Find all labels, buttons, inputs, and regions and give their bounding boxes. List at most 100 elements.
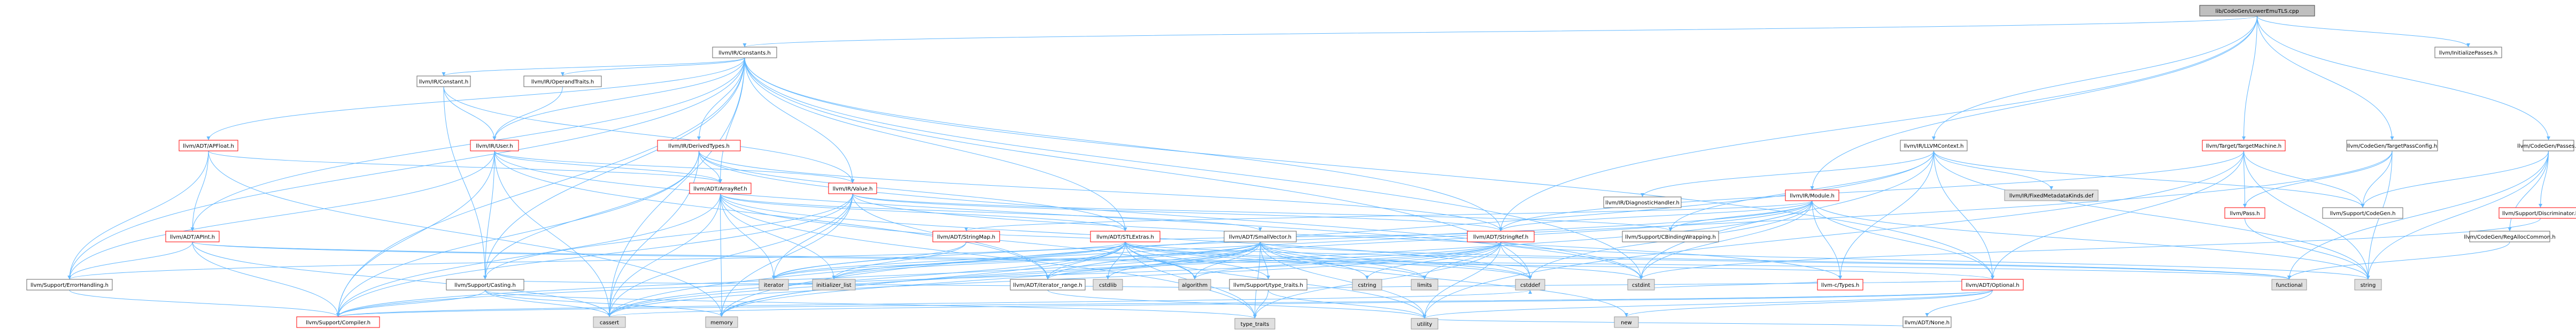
graph-node-derivedtypes[interactable]: llvm/IR/DerivedTypes.h bbox=[657, 140, 741, 151]
edge-optional-to-utility bbox=[1424, 290, 1993, 319]
edge-apint-to-errorhandling bbox=[69, 241, 193, 280]
graph-node-iterrange[interactable]: llvm/ADT/iterator_range.h bbox=[1010, 279, 1086, 291]
graph-node-stringref[interactable]: llvm/ADT/StringRef.h bbox=[1467, 231, 1535, 242]
node-label: llvm/ADT/None.h bbox=[1905, 320, 1950, 326]
graph-node-type_traits[interactable]: type_traits bbox=[1234, 318, 1275, 330]
graph-node-value[interactable]: llvm/IR/Value.h bbox=[828, 182, 877, 194]
graph-node-arrayref[interactable]: llvm/ADT/ArrayRef.h bbox=[689, 182, 752, 194]
graph-node-cgpasses[interactable]: llvm/CodeGen/Passes.h bbox=[2517, 140, 2576, 151]
graph-node-module[interactable]: llvm/IR/Module.h bbox=[1785, 189, 1839, 201]
graph-edges bbox=[67, 16, 2550, 328]
graph-node-cstdlib[interactable]: cstdlib bbox=[1093, 279, 1123, 291]
node-box bbox=[2346, 140, 2438, 151]
edge-tpc-to-pass bbox=[2245, 150, 2393, 208]
node-label: initializer_list bbox=[816, 283, 852, 288]
graph-node-pass[interactable]: llvm/Pass.h bbox=[2224, 207, 2265, 219]
arrowhead-tpc bbox=[2390, 136, 2394, 140]
graph-node-algorithm[interactable]: algorithm bbox=[1178, 279, 1211, 291]
edge-smallvector-to-utility bbox=[1260, 241, 1425, 319]
edge-stringref-to-string bbox=[1500, 241, 2369, 280]
graph-node-apint[interactable]: llvm/ADT/APInt.h bbox=[165, 231, 220, 242]
graph-node-irconstant[interactable]: llvm/IR/Constant.h bbox=[416, 75, 471, 87]
graph-node-cassert[interactable]: cassert bbox=[593, 316, 626, 328]
arrowhead-casting bbox=[483, 276, 487, 279]
edge-optional-to-cassert bbox=[609, 290, 1993, 317]
graph-node-stlextras[interactable]: llvm/ADT/STLExtras.h bbox=[1090, 231, 1161, 242]
arrowhead-errorhandling bbox=[67, 276, 72, 279]
edge-optional-to-new bbox=[1626, 290, 1993, 317]
edge-llvmctx-to-ctypes bbox=[1840, 150, 1934, 280]
graph-node-memory[interactable]: memory bbox=[705, 316, 738, 328]
graph-node-tm[interactable]: llvm/Target/TargetMachine.h bbox=[2202, 140, 2286, 151]
edge-apfloat-to-arrayref bbox=[208, 150, 721, 184]
node-label: functional bbox=[2276, 283, 2303, 288]
graph-node-typetraits[interactable]: llvm/Support/type_traits.h bbox=[1229, 279, 1308, 291]
graph-node-functional[interactable]: functional bbox=[2271, 279, 2307, 291]
graph-node-utility[interactable]: utility bbox=[1411, 318, 1438, 330]
edge-stringmap-to-iterator bbox=[773, 241, 966, 280]
graph-node-iterator[interactable]: iterator bbox=[759, 279, 789, 291]
graph-node-tpc[interactable]: llvm/CodeGen/TargetPassConfig.h bbox=[2346, 140, 2438, 151]
node-box bbox=[1614, 316, 1639, 328]
node-label: llvm/Support/type_traits.h bbox=[1233, 283, 1303, 288]
graph-node-constants[interactable]: llvm/IR/Constants.h bbox=[712, 47, 777, 58]
edge-optional-to-compiler bbox=[338, 290, 1993, 317]
arrowhead-initlist bbox=[832, 276, 836, 279]
graph-node-casting[interactable]: llvm/Support/Casting.h bbox=[446, 279, 524, 291]
graph-node-none[interactable]: llvm/ADT/None.h bbox=[1902, 316, 1952, 328]
graph-node-stringmap[interactable]: llvm/ADT/StringMap.h bbox=[932, 231, 1000, 242]
edge-operandtraits-to-user bbox=[494, 86, 563, 141]
node-label: llvm/ADT/APFloat.h bbox=[183, 143, 234, 149]
graph-node-cbinding[interactable]: llvm/Support/CBindingWrapping.h bbox=[1622, 231, 1719, 242]
graph-node-discriminator[interactable]: llvm/Support/Discriminator.h bbox=[2498, 207, 2576, 219]
graph-node-cstddef[interactable]: cstddef bbox=[1515, 279, 1545, 291]
graph-node-ctypes[interactable]: llvm-c/Types.h bbox=[1817, 279, 1863, 291]
graph-node-optional[interactable]: llvm/ADT/Optional.h bbox=[1961, 279, 2024, 291]
graph-node-cstdint[interactable]: cstdint bbox=[1627, 279, 1655, 291]
node-label: cstddef bbox=[1520, 283, 1540, 288]
node-box bbox=[812, 279, 856, 291]
edge-constants-to-optional bbox=[744, 57, 1993, 280]
node-label: llvm/InitializePasses.h bbox=[2439, 50, 2497, 56]
node-label: llvm/IR/Module.h bbox=[1790, 193, 1835, 199]
graph-node-diaghandler[interactable]: llvm/IR/DiagnosticHandler.h bbox=[1603, 196, 1682, 208]
graph-node-regalloc[interactable]: llvm/CodeGen/RegAllocCommon.h bbox=[2464, 231, 2556, 242]
arrowhead-cstdint bbox=[1639, 276, 1643, 279]
graph-node-new[interactable]: new bbox=[1614, 316, 1639, 328]
node-box bbox=[2434, 47, 2502, 58]
node-label: llvm/Support/CodeGen.h bbox=[2330, 211, 2396, 217]
graph-node-smallvector[interactable]: llvm/ADT/SmallVector.h bbox=[1224, 231, 1297, 242]
node-label: limits bbox=[1417, 283, 1432, 288]
edge-stringref-to-cstddef bbox=[1500, 241, 1530, 280]
graph-node-compiler[interactable]: llvm/Support/Compiler.h bbox=[296, 316, 380, 328]
graph-node-initpasses[interactable]: llvm/InitializePasses.h bbox=[2434, 47, 2502, 58]
graph-node-apfloat[interactable]: llvm/ADT/APFloat.h bbox=[179, 140, 238, 151]
graph-node-operandtraits[interactable]: llvm/IR/OperandTraits.h bbox=[523, 75, 602, 87]
graph-node-limits[interactable]: limits bbox=[1411, 279, 1438, 291]
edge-irconstant-to-casting bbox=[443, 86, 485, 280]
edge-smallvector-to-limits bbox=[1260, 241, 1425, 280]
edge-stringref-to-utility bbox=[1424, 241, 1501, 319]
graph-node-fpkinds[interactable]: llvm/IR/FixedMetadataKinds.def bbox=[2004, 189, 2099, 201]
graph-node-root[interactable]: lib/CodeGen/LowerEmuTLS.cpp bbox=[2199, 5, 2315, 17]
node-box bbox=[932, 231, 1000, 242]
graph-node-initlist[interactable]: initializer_list bbox=[812, 279, 856, 291]
node-box bbox=[1515, 279, 1545, 291]
node-box bbox=[1229, 279, 1308, 291]
arrowhead-algorithm bbox=[1193, 276, 1197, 279]
edge-root-to-constants bbox=[744, 16, 2257, 48]
node-label: llvm/ADT/StringRef.h bbox=[1473, 234, 1528, 240]
edge-irconstant-to-user bbox=[443, 86, 495, 141]
edge-derivedtypes-to-cassert bbox=[609, 150, 699, 317]
arrowhead-string bbox=[2366, 276, 2370, 279]
graph-node-llvmctx[interactable]: llvm/IR/LLVMContext.h bbox=[1900, 140, 1968, 151]
edge-root-to-tpc bbox=[2257, 16, 2393, 141]
graph-node-supcodegen[interactable]: llvm/Support/CodeGen.h bbox=[2322, 207, 2403, 219]
graph-node-errorhandling[interactable]: llvm/Support/ErrorHandling.h bbox=[26, 279, 113, 291]
graph-node-string[interactable]: string bbox=[2354, 279, 2382, 291]
node-label: llvm/Support/Casting.h bbox=[454, 283, 516, 288]
graph-node-cstring[interactable]: cstring bbox=[1352, 279, 1382, 291]
graph-node-user[interactable]: llvm/IR/User.h bbox=[470, 140, 519, 151]
edge-regalloc-to-functional bbox=[2289, 241, 2510, 280]
